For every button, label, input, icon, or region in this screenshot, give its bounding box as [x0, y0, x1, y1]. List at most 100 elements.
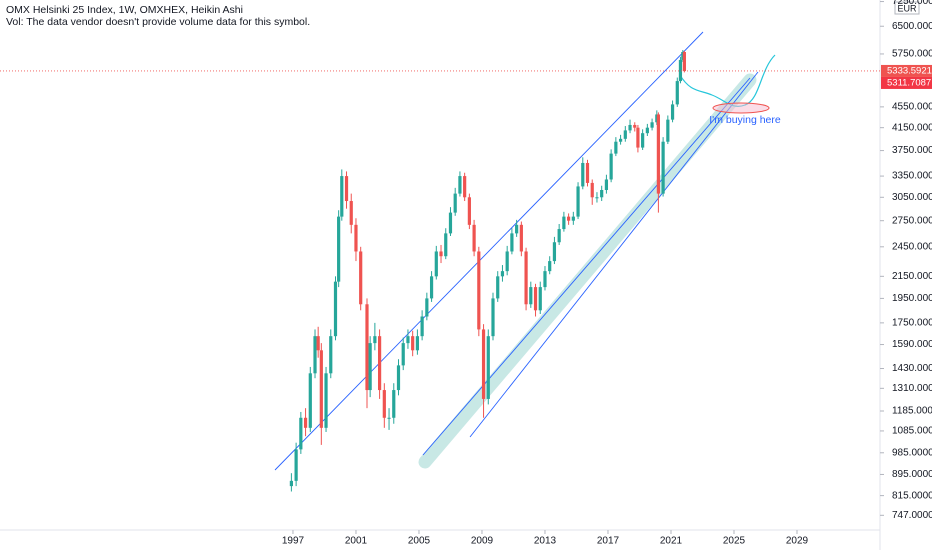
candle-body [529, 287, 533, 305]
y-tick-label: 895.0000 [892, 469, 932, 480]
price-label: 5333.5921 [887, 65, 932, 76]
candle-body [319, 350, 323, 428]
y-tick-label: 5750.0000 [892, 49, 932, 60]
price-label: 5311.7087 [887, 77, 931, 88]
candle-body [500, 271, 505, 277]
candle-body [515, 224, 519, 234]
candle-body [590, 182, 594, 198]
candle-body [614, 141, 618, 154]
candle-body [633, 124, 637, 128]
candle-body [496, 276, 500, 299]
candle-body [595, 197, 599, 199]
y-tick-label: 2750.0000 [892, 215, 932, 226]
candle-body [299, 417, 303, 450]
candle-body [505, 251, 509, 272]
candle-body [656, 114, 660, 194]
y-tick-label: 3350.0000 [892, 171, 932, 182]
x-tick-label: 2017 [597, 536, 620, 547]
candle-body [628, 124, 632, 131]
x-tick-label: 1997 [282, 536, 305, 547]
y-tick-label: 4550.0000 [892, 102, 932, 113]
candle-body [600, 189, 604, 198]
x-tick-label: 2005 [408, 536, 431, 547]
candle-body [308, 373, 312, 428]
candle-body [519, 224, 523, 252]
y-tick-label: 1950.0000 [892, 293, 932, 304]
price-label-box [881, 64, 932, 77]
candle-body [604, 179, 609, 190]
candle-body [382, 390, 386, 418]
candle-body [666, 119, 670, 142]
drawings [274, 31, 776, 471]
candle-body [337, 216, 341, 282]
candle-body [571, 216, 575, 221]
candle-body [623, 130, 627, 139]
candle-body [481, 329, 486, 399]
channel-line [422, 77, 751, 456]
candle-body [349, 201, 353, 225]
y-tick-label: 747.0000 [892, 510, 932, 521]
candle-body [453, 193, 457, 213]
candle-body [303, 417, 308, 428]
y-tick-label: 3750.0000 [892, 145, 932, 156]
candle-body [650, 122, 654, 128]
candle-body [567, 216, 571, 221]
annotation: I'm buying here [709, 114, 781, 126]
candle-body [425, 298, 429, 317]
y-tick-label: 1430.0000 [892, 363, 932, 374]
price-label-box [881, 76, 932, 89]
candle-body [510, 233, 514, 252]
y-tick-label: 1085.0000 [892, 426, 932, 437]
buy-zone [712, 102, 770, 114]
candle-body [429, 276, 434, 299]
x-tick-label: 2013 [534, 536, 557, 547]
candle-body [333, 281, 338, 337]
x-tick-label: 2009 [471, 536, 494, 547]
candle-body [661, 141, 665, 194]
y-tick-label: 7250.0000 [892, 0, 932, 7]
channel-line [469, 71, 759, 438]
candle-body [448, 212, 453, 234]
y-tick-label: 985.0000 [892, 447, 932, 458]
x-tick-label: 2001 [345, 536, 368, 547]
candle-body [576, 186, 580, 217]
candle-body [368, 343, 372, 391]
candle-body [415, 336, 419, 351]
candle-body [585, 162, 590, 183]
x-tick-label: 2029 [786, 536, 809, 547]
x-tick-label: 2021 [660, 536, 683, 547]
y-tick-label: 1185.0000 [892, 406, 932, 417]
candle-body [365, 304, 369, 391]
candle-body [670, 104, 675, 120]
candle-body [329, 336, 333, 374]
candle-body [543, 271, 547, 288]
candle-body [645, 127, 649, 134]
candle-body [682, 51, 686, 72]
candle-body [557, 229, 561, 243]
candle-body [354, 224, 358, 252]
candle-body [340, 176, 344, 217]
candle-body [618, 138, 623, 142]
candle-body [411, 336, 415, 351]
x-tick-label: 2025 [723, 536, 746, 547]
candle-body [420, 316, 424, 337]
candle-body [294, 449, 298, 481]
y-tick-label: 2150.0000 [892, 271, 932, 282]
candle-body [458, 176, 462, 194]
candle-body [406, 336, 410, 344]
candle-body [359, 251, 363, 305]
y-tick-label: 6500.0000 [892, 21, 932, 32]
candle-body [581, 162, 585, 187]
candle-body [641, 133, 645, 148]
currency-box [894, 1, 920, 15]
candle-body [373, 336, 377, 344]
candle-body [392, 390, 396, 418]
y-tick-label: 3050.0000 [892, 192, 932, 203]
candle-body [396, 365, 401, 391]
candle-body [533, 287, 538, 311]
candle-body [477, 251, 481, 330]
y-tick-label: 1590.0000 [892, 339, 932, 350]
candle-body [434, 251, 438, 277]
candle-body [524, 251, 528, 305]
candle-body [562, 216, 566, 230]
